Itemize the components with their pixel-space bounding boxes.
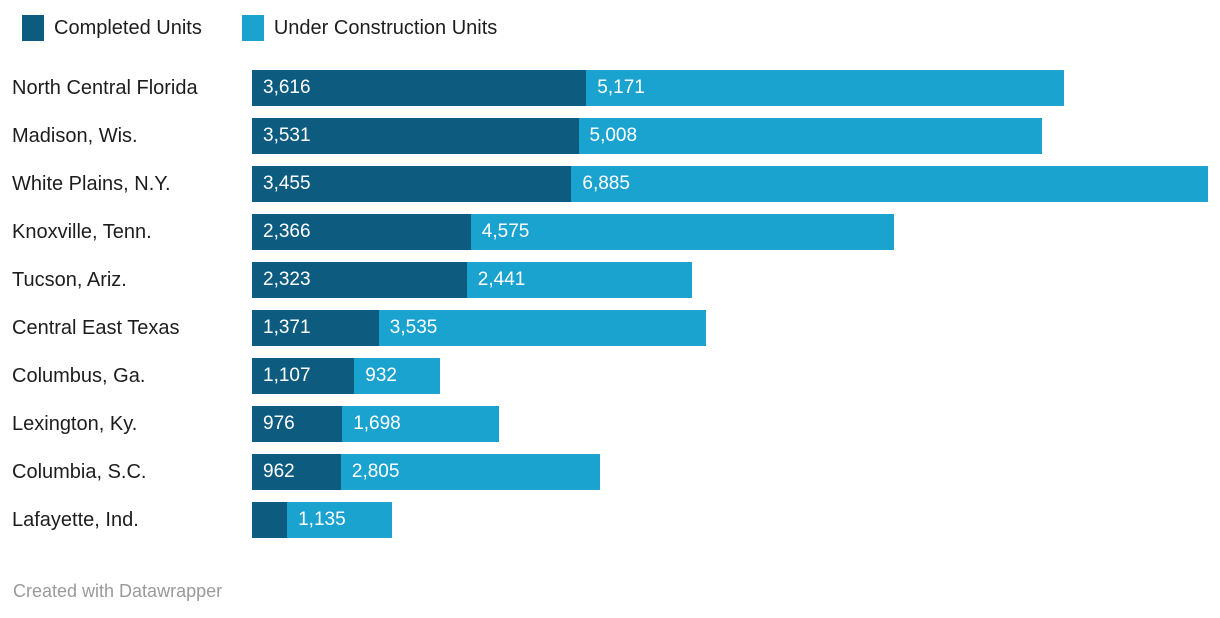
bar-rows: North Central Florida 3,616 5,171 Madison, … <box>0 70 1220 550</box>
bar-segment-completed: 1,371 <box>252 310 379 346</box>
bar-row: Knoxville, Tenn. 2,366 4,575 <box>0 214 1220 250</box>
bar-group: 3,616 5,171 <box>252 70 1065 106</box>
category-label: Central East Texas <box>12 316 180 339</box>
category-label: Columbus, Ga. <box>12 364 146 387</box>
bar-value-label: 5,008 <box>589 125 638 146</box>
bar-value-label: 2,805 <box>351 461 400 482</box>
category-label: Columbia, S.C. <box>12 460 147 483</box>
bar-segment-completed: 962 <box>252 454 341 490</box>
legend-item-under-construction: Under Construction Units <box>241 15 498 41</box>
bar-segment-under-construction: 932 <box>354 358 441 394</box>
category-label: Lexington, Ky. <box>12 412 138 435</box>
category-label: Lafayette, Ind. <box>12 508 139 531</box>
bar-value-label: 3,535 <box>389 317 438 338</box>
bar-group: 3,455 6,885 <box>252 166 1208 202</box>
bar-segment-completed <box>252 502 288 538</box>
bar-row: Central East Texas 1,371 3,535 <box>0 310 1220 346</box>
bar-row: White Plains, N.Y. 3,455 6,885 <box>0 166 1220 202</box>
category-label: Knoxville, Tenn. <box>12 220 152 243</box>
bar-segment-under-construction: 4,575 <box>470 214 894 250</box>
bar-value-label: 1,107 <box>263 365 311 386</box>
bar-segment-completed: 1,107 <box>252 358 355 394</box>
bar-segment-under-construction: 5,008 <box>578 118 1042 154</box>
attribution-text: Created with Datawrapper <box>13 581 223 601</box>
category-label: Madison, Wis. <box>12 124 138 147</box>
legend-label: Under Construction Units <box>273 16 498 39</box>
bar-group: 1,107 932 <box>252 358 441 394</box>
bar-value-label: 1,698 <box>353 413 401 434</box>
bar-segment-under-construction: 1,135 <box>287 502 392 538</box>
bar-segment-under-construction: 1,698 <box>342 406 500 442</box>
bar-segment-under-construction: 3,535 <box>378 310 706 346</box>
bar-group: 962 2,805 <box>252 454 601 490</box>
bar-segment-completed: 3,455 <box>252 166 572 202</box>
bar-segment-completed: 2,323 <box>252 262 467 298</box>
bar-segment-under-construction: 2,441 <box>466 262 693 298</box>
legend-swatch-completed <box>22 15 44 41</box>
category-label: North Central Florida <box>12 76 198 99</box>
bar-segment-under-construction: 2,805 <box>340 454 601 490</box>
bar-value-label: 6,885 <box>582 173 630 194</box>
bar-value-label: 2,366 <box>263 221 311 242</box>
bar-row: Madison, Wis. 3,531 5,008 <box>0 118 1220 154</box>
bar-value-label: 962 <box>263 461 295 482</box>
bar-group: 2,323 2,441 <box>252 262 693 298</box>
bar-row: Columbus, Ga. 1,107 932 <box>0 358 1220 394</box>
bar-segment-completed: 3,616 <box>252 70 587 106</box>
legend-label: Completed Units <box>54 16 202 39</box>
category-label: White Plains, N.Y. <box>12 172 171 195</box>
bar-row: North Central Florida 3,616 5,171 <box>0 70 1220 106</box>
bar-group: 3,531 5,008 <box>252 118 1042 154</box>
bar-row: Tucson, Ariz. 2,323 2,441 <box>0 262 1220 298</box>
bar-value-label: 4,575 <box>481 221 530 242</box>
bar-value-label: 1,371 <box>263 317 311 338</box>
bar-value-label: 932 <box>365 365 397 386</box>
bar-value-label: 2,441 <box>477 269 526 290</box>
bar-value-label: 1,135 <box>298 509 346 530</box>
bar-row: Lexington, Ky. 976 1,698 <box>0 406 1220 442</box>
bar-value-label: 3,455 <box>263 173 311 194</box>
bar-row: Columbia, S.C. 962 2,805 <box>0 454 1220 490</box>
bar-row: Lafayette, Ind. 1,135 <box>0 502 1220 538</box>
bar-group: 1,371 3,535 <box>252 310 706 346</box>
bar-value-label: 976 <box>263 413 295 434</box>
category-label: Tucson, Ariz. <box>12 268 127 291</box>
bar-segment-completed: 2,366 <box>252 214 471 250</box>
bar-group: 1,135 <box>252 502 392 538</box>
legend-swatch-under-construction <box>241 15 264 41</box>
bar-segment-completed: 3,531 <box>252 118 579 154</box>
bar-value-label: 3,616 <box>263 77 311 98</box>
bar-segment-completed: 976 <box>252 406 343 442</box>
legend: Completed Units Under Construction Units <box>22 15 537 41</box>
legend-item-completed: Completed Units <box>22 15 202 41</box>
bar-value-label: 3,531 <box>263 125 311 146</box>
bar-segment-under-construction: 5,171 <box>586 70 1065 106</box>
bar-value-label: 5,171 <box>597 77 645 98</box>
bar-segment-under-construction: 6,885 <box>571 166 1208 202</box>
bar-value-label: 2,323 <box>263 269 311 290</box>
bar-group: 976 1,698 <box>252 406 500 442</box>
bar-group: 2,366 4,575 <box>252 214 894 250</box>
